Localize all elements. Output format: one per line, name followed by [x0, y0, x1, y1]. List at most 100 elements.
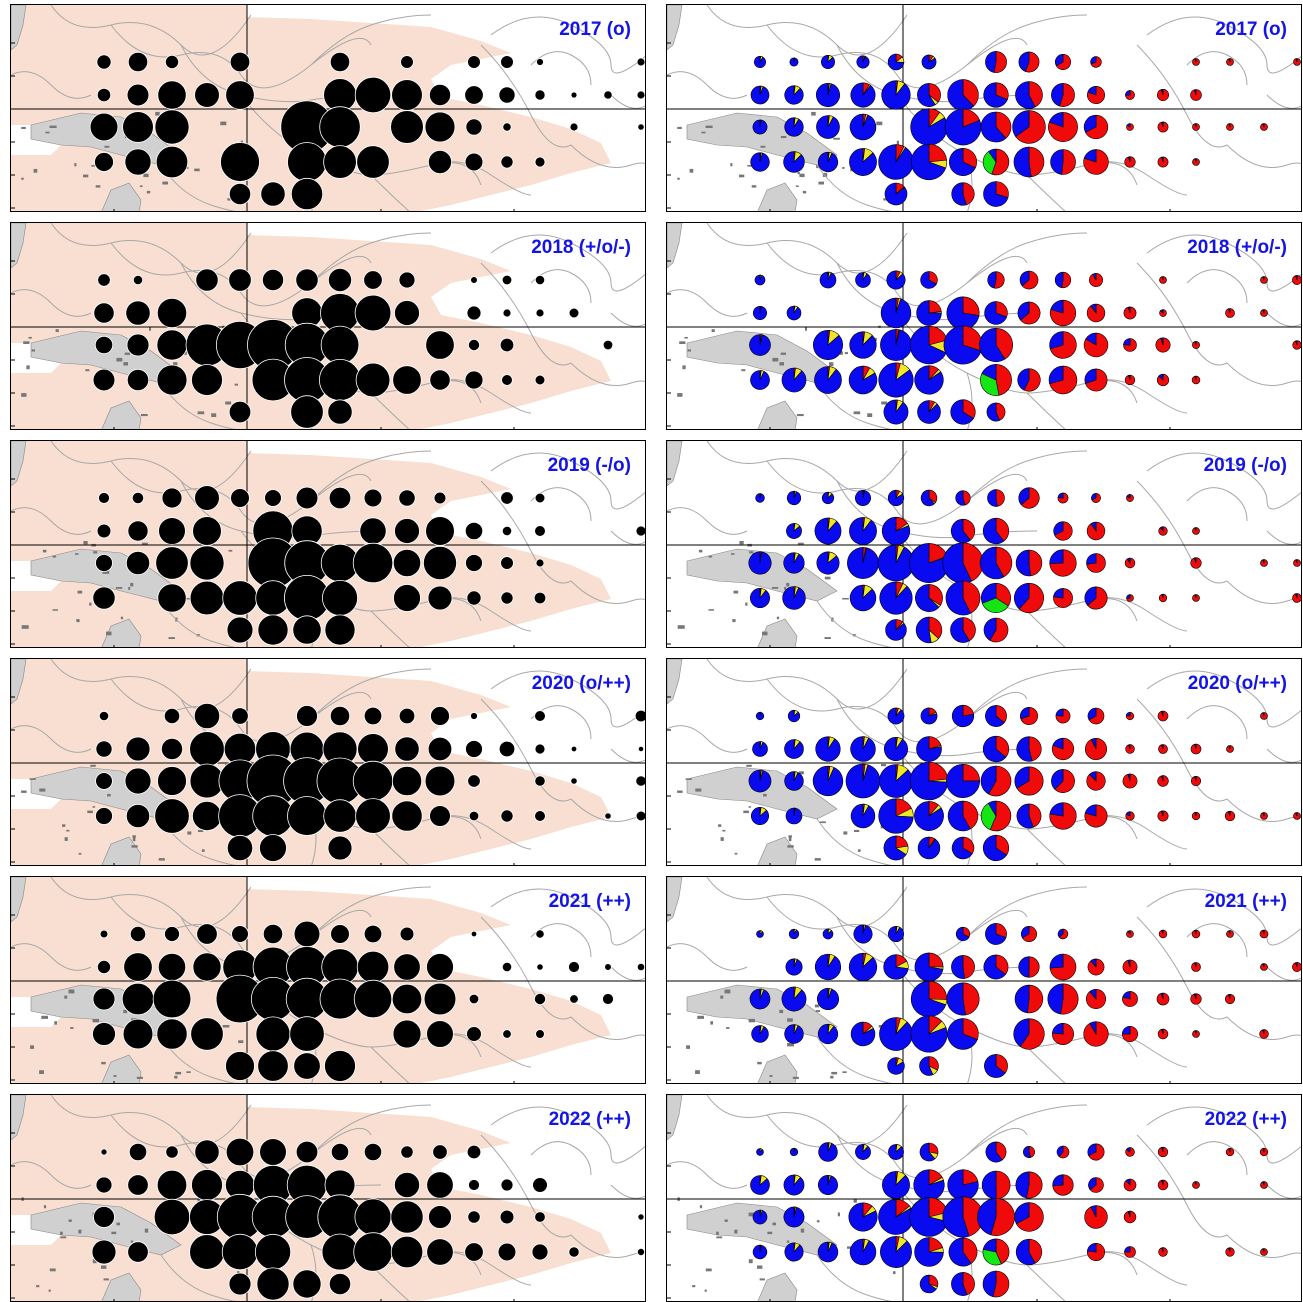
- catch-circle: [395, 519, 420, 544]
- catch-pie: [983, 518, 1009, 544]
- island: [815, 1005, 819, 1008]
- catch-circle: [469, 994, 479, 1004]
- catch-pie: [948, 801, 978, 831]
- catch-pie: [1157, 89, 1168, 100]
- catch-circle: [469, 1180, 480, 1191]
- catch-pie: [1158, 811, 1168, 821]
- island: [223, 1025, 230, 1028]
- catch-circle: [353, 761, 393, 801]
- eez-boundary: [1267, 1185, 1302, 1198]
- catch-pie: [1260, 1182, 1267, 1189]
- catch-circle: [532, 1244, 548, 1260]
- pie-slice: [1029, 957, 1039, 978]
- catch-circle: [356, 363, 390, 397]
- catch-circle: [468, 1211, 480, 1223]
- pie-slice: [850, 332, 877, 359]
- catch-circle: [229, 1273, 251, 1295]
- catch-circle: [133, 275, 142, 284]
- catch-pie: [952, 183, 975, 206]
- catch-pie: [754, 56, 765, 67]
- catch-pie: [1058, 493, 1068, 503]
- island: [699, 550, 703, 553]
- catch-pie: [823, 929, 833, 939]
- year-label: 2020 (o/++): [1188, 673, 1287, 695]
- eez-boundary: [1227, 581, 1302, 631]
- catch-circle: [430, 806, 451, 827]
- catch-pie: [1192, 528, 1199, 535]
- island: [801, 1229, 804, 1233]
- catch-pie: [1084, 150, 1109, 175]
- catch-pie: [787, 491, 801, 505]
- island: [44, 1205, 46, 1208]
- pie-slice: [880, 582, 912, 614]
- catch-pie: [944, 326, 982, 364]
- catch-pie: [1293, 560, 1300, 567]
- catch-circle: [535, 493, 545, 503]
- catch-pie: [750, 989, 770, 1009]
- catch-pie: [756, 1149, 763, 1156]
- catch-circle: [401, 1146, 413, 1158]
- eez-boundary: [1137, 481, 1227, 583]
- catch-circle: [465, 153, 483, 171]
- pie-slice: [888, 708, 904, 724]
- catch-circle: [428, 586, 452, 610]
- island: [43, 550, 47, 553]
- island: [709, 609, 715, 611]
- catch-circle: [427, 1239, 454, 1266]
- catch-circle: [360, 518, 386, 544]
- catch-pie: [751, 1175, 770, 1194]
- island: [781, 353, 786, 355]
- catch-pie: [1158, 122, 1168, 132]
- catch-pie: [788, 710, 800, 722]
- pie-slice: [963, 983, 979, 1015]
- catch-circle: [126, 804, 149, 827]
- catch-pie: [1260, 124, 1267, 131]
- catch-pie: [753, 742, 768, 757]
- island: [66, 830, 69, 832]
- island: [793, 1077, 799, 1079]
- catch-circle: [392, 80, 423, 111]
- catch-pie: [1087, 86, 1104, 103]
- catch-pie: [1260, 560, 1267, 567]
- catch-pie: [1051, 769, 1074, 792]
- catch-pie: [1157, 993, 1169, 1005]
- island: [830, 1076, 833, 1079]
- catch-pie: [1016, 1239, 1042, 1265]
- island: [697, 1016, 704, 1019]
- catch-circle: [193, 953, 221, 981]
- australia-land: [757, 401, 797, 430]
- catch-circle: [265, 490, 282, 507]
- catch-circle: [222, 1234, 258, 1270]
- pie-slice: [784, 1207, 804, 1227]
- catch-pie: [1159, 1248, 1168, 1257]
- island: [811, 112, 816, 116]
- catch-pie: [1260, 1249, 1267, 1256]
- pie-slice: [785, 86, 804, 105]
- catch-circle: [391, 111, 424, 144]
- catch-circle: [328, 836, 352, 860]
- catch-pie: [1125, 90, 1134, 99]
- pie-slice: [988, 272, 996, 288]
- catch-circle: [465, 86, 484, 105]
- catch-circle: [501, 156, 513, 168]
- catch-pie: [1085, 369, 1107, 391]
- catch-pie: [784, 1207, 804, 1227]
- island: [876, 122, 882, 126]
- catch-pie: [915, 953, 943, 981]
- catch-pie: [785, 1243, 803, 1261]
- catch-pie: [849, 148, 876, 175]
- island: [128, 587, 130, 590]
- catch-circle: [190, 1235, 225, 1270]
- pie-slice: [1029, 550, 1042, 576]
- catch-pie: [813, 330, 842, 359]
- catch-pie: [817, 988, 838, 1009]
- island: [720, 996, 723, 999]
- catch-pie: [984, 955, 1008, 979]
- pie-slice: [782, 368, 806, 392]
- island: [770, 1075, 773, 1077]
- catch-circle: [227, 617, 253, 643]
- catch-circle: [126, 301, 150, 325]
- catch-circle: [95, 153, 114, 172]
- island: [131, 845, 137, 847]
- island: [845, 352, 848, 354]
